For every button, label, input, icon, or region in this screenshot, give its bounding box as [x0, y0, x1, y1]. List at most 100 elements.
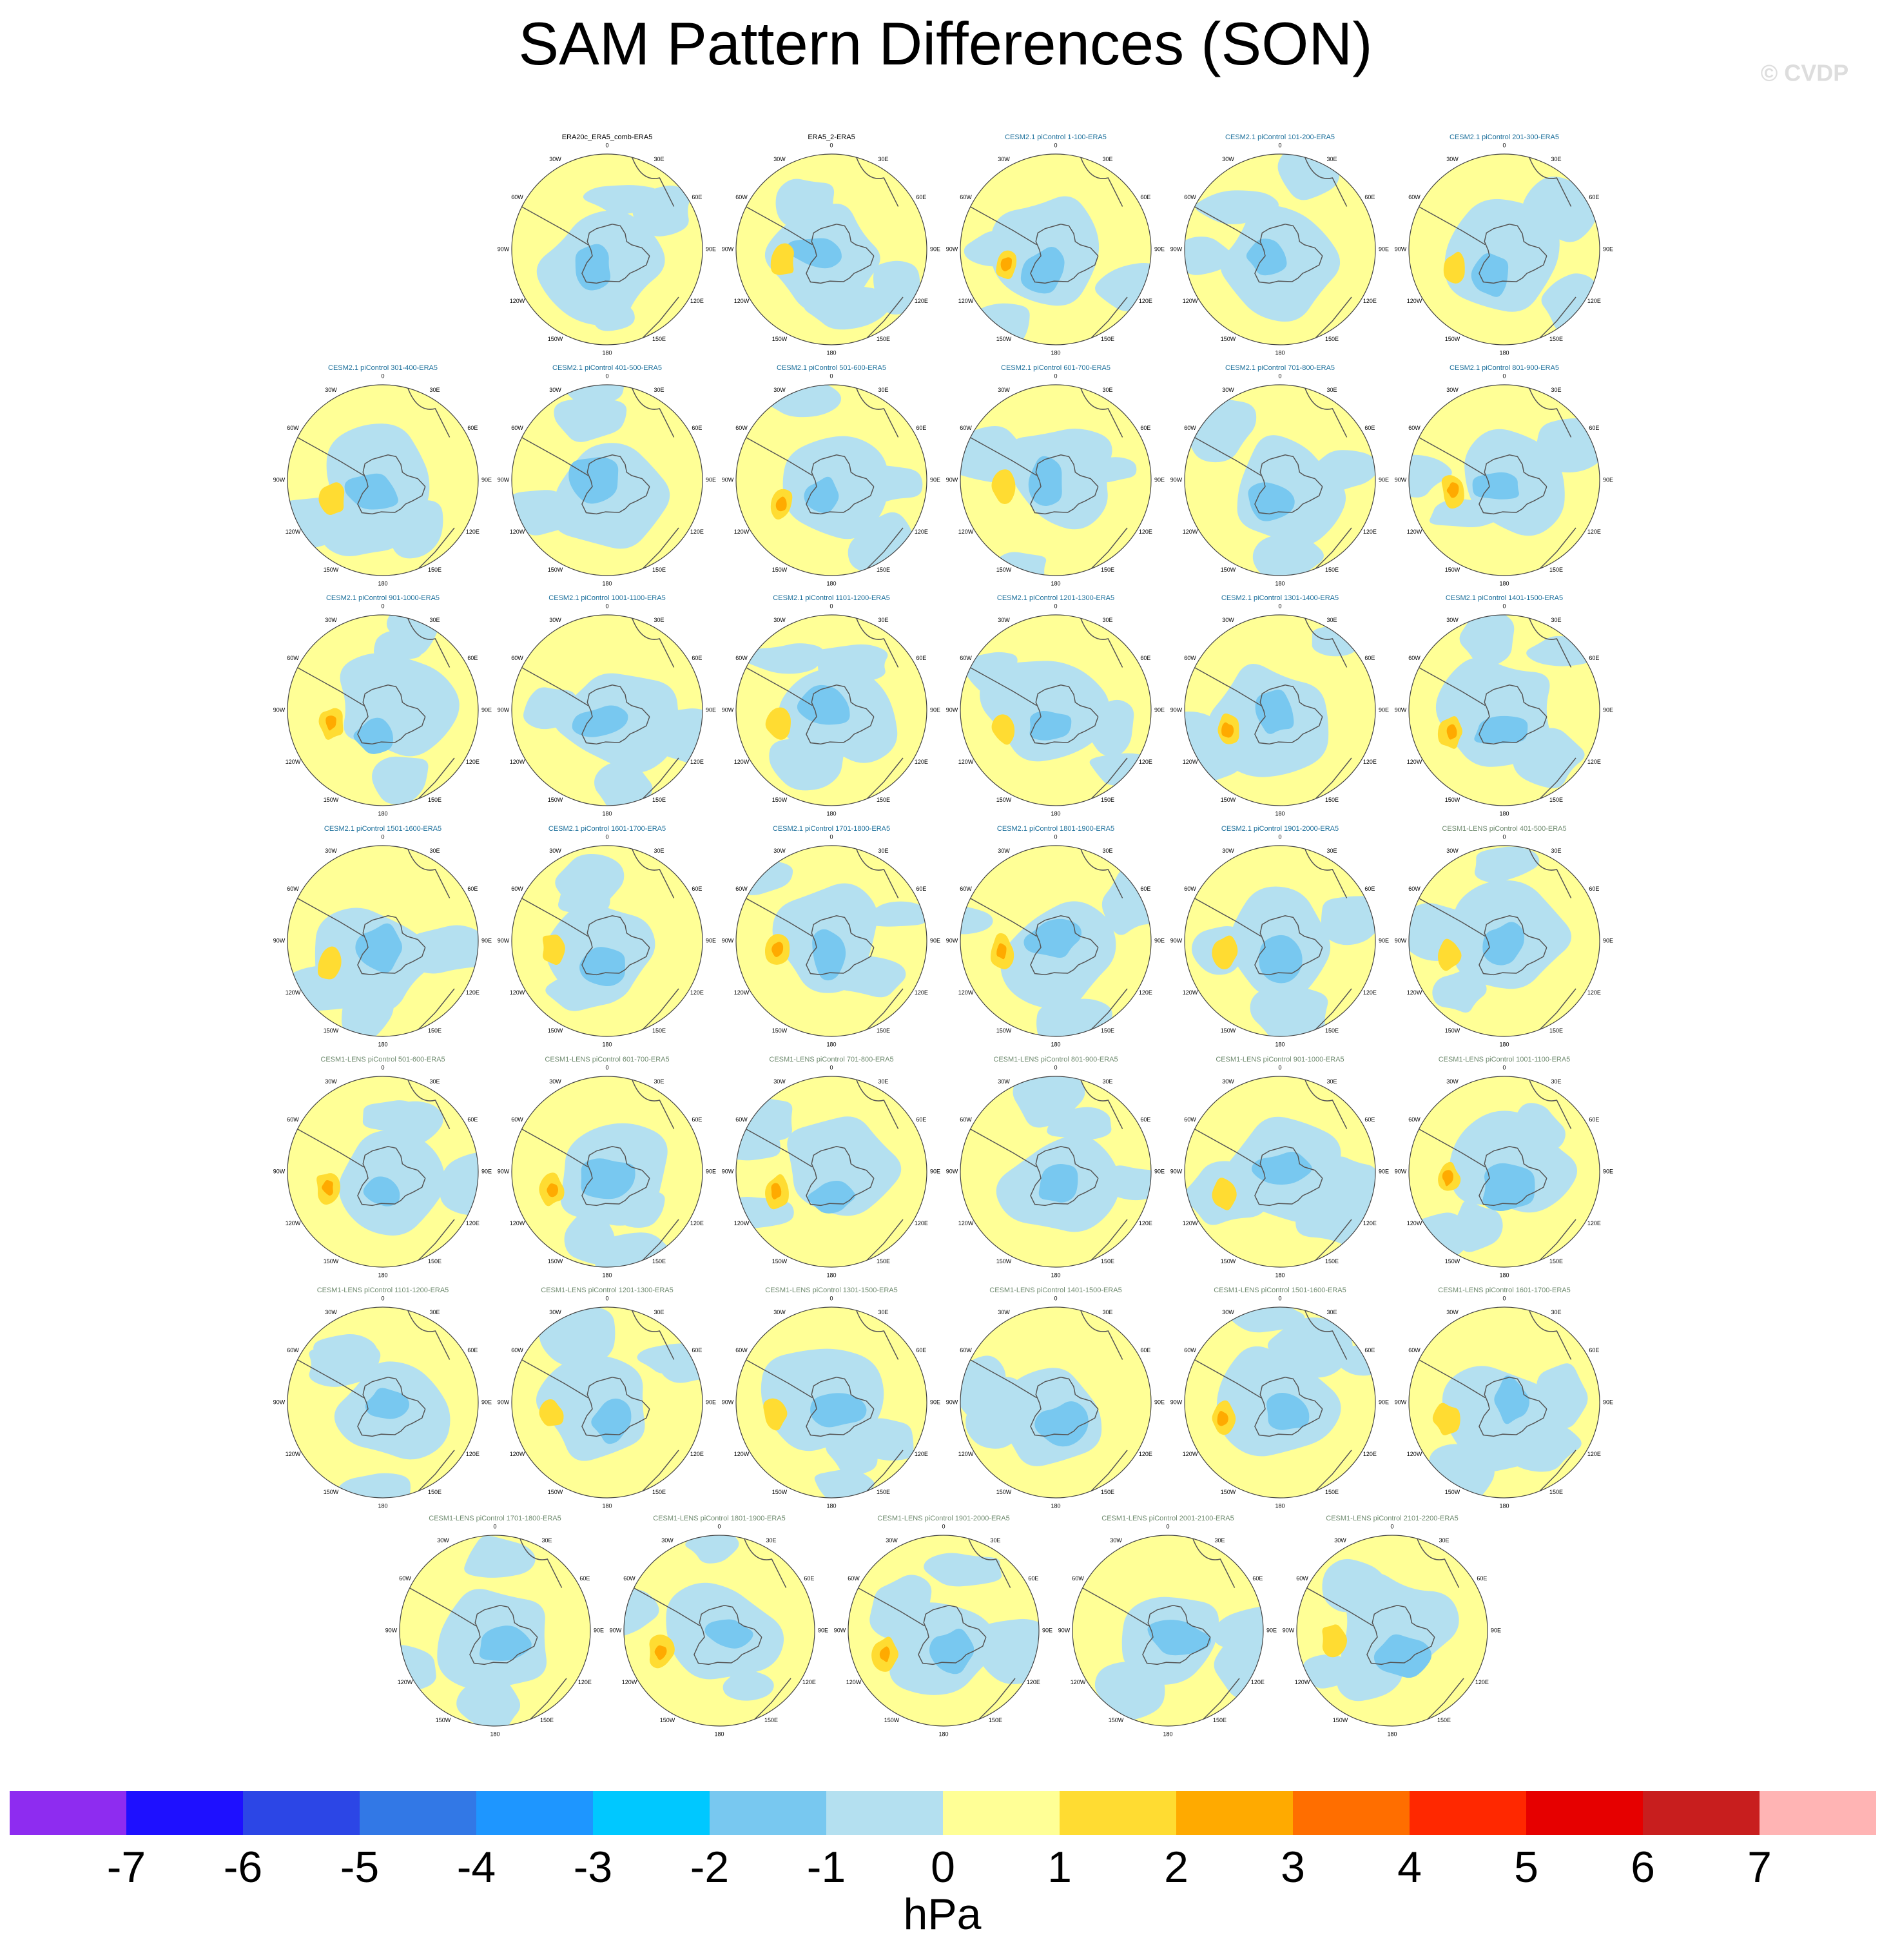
- longitude-label: 120W: [1183, 529, 1198, 535]
- panel-title: CESM1-LENS piControl 801-900-ERA5: [993, 1056, 1118, 1063]
- longitude-label: 90W: [273, 476, 286, 483]
- coastline: [855, 1076, 899, 1129]
- negative-anomaly: [1277, 154, 1343, 200]
- longitude-label: 30W: [1110, 1537, 1122, 1544]
- longitude-label: 90E: [930, 706, 940, 713]
- negative-anomaly-core: [810, 1393, 867, 1428]
- positive-anomaly: [317, 946, 342, 980]
- longitude-label: 120W: [958, 1451, 974, 1457]
- positive-anomaly: [1432, 1402, 1460, 1435]
- longitude-label: 90W: [498, 476, 510, 483]
- longitude-label: 150W: [548, 1027, 563, 1034]
- longitude-label: 0: [1054, 603, 1057, 609]
- longitude-label: 90W: [722, 1399, 734, 1405]
- longitude-label: 30W: [1222, 387, 1234, 393]
- longitude-label: 30W: [773, 617, 786, 623]
- longitude-label: 150E: [652, 1489, 666, 1495]
- longitude-label: 120E: [915, 529, 928, 535]
- coastline: [1089, 1450, 1128, 1494]
- longitude-label: 30E: [1439, 1537, 1449, 1544]
- longitude-label: 60W: [511, 655, 523, 661]
- longitude-label: 120W: [1407, 759, 1422, 765]
- longitude-label: 0: [1502, 142, 1506, 148]
- longitude-label: 90E: [1603, 246, 1613, 252]
- negative-anomaly: [743, 643, 824, 674]
- longitude-label: 0: [381, 603, 384, 609]
- longitude-label: 120E: [466, 989, 480, 996]
- negative-anomaly-core: [1474, 715, 1528, 744]
- longitude-label: 90E: [1603, 476, 1613, 483]
- longitude-label: 60E: [1028, 1575, 1038, 1582]
- coastline: [1415, 1535, 1460, 1588]
- longitude-label: 120W: [958, 1220, 974, 1227]
- coastline: [630, 1076, 675, 1129]
- longitude-label: 90E: [1154, 1168, 1165, 1174]
- positive-anomaly: [991, 714, 1015, 745]
- panel-title: CESM2.1 piControl 701-800-ERA5: [1225, 364, 1335, 372]
- longitude-label: 30E: [1326, 1078, 1337, 1085]
- map-border: [1408, 153, 1600, 345]
- longitude-label: 150W: [1445, 567, 1460, 573]
- longitude-label: 90E: [1154, 937, 1165, 944]
- longitude-label: 60E: [1140, 655, 1150, 661]
- map-border: [735, 384, 927, 576]
- coastline: [296, 436, 364, 476]
- longitude-label: 60E: [1589, 1347, 1599, 1354]
- longitude-label: 180: [826, 1272, 836, 1278]
- longitude-label: 60E: [1140, 194, 1150, 200]
- longitude-label: 60W: [1408, 1116, 1421, 1123]
- longitude-label: 150E: [1549, 1258, 1563, 1265]
- longitude-label: 30W: [1446, 617, 1459, 623]
- longitude-label: 30E: [1551, 156, 1561, 162]
- longitude-label: 90E: [594, 1627, 604, 1633]
- panel-title: CESM1-LENS piControl 1501-1600-ERA5: [1214, 1286, 1346, 1294]
- longitude-label: 180: [378, 1041, 387, 1047]
- coastline: [693, 1605, 762, 1665]
- longitude-label: 0: [829, 373, 833, 379]
- longitude-label: 60E: [692, 425, 702, 431]
- longitude-label: 30E: [1214, 1537, 1225, 1544]
- longitude-label: 30E: [654, 848, 664, 854]
- longitude-label: 150W: [1445, 1027, 1460, 1034]
- coastline: [640, 988, 679, 1033]
- longitude-label: 120E: [915, 759, 928, 765]
- coastline: [745, 1359, 813, 1399]
- negative-anomaly: [995, 552, 1047, 576]
- longitude-label: 0: [381, 833, 384, 840]
- colorbar-tick-label: -1: [807, 1843, 846, 1892]
- coastline: [521, 206, 588, 246]
- longitude-label: 120E: [1363, 1220, 1377, 1227]
- longitude-label: 30E: [429, 1078, 440, 1085]
- coastline: [1254, 1146, 1323, 1207]
- colorbar-box: [1526, 1791, 1643, 1835]
- coastline: [1313, 988, 1352, 1033]
- colorbar-tick-label: -7: [107, 1843, 146, 1892]
- coastline: [1030, 454, 1099, 515]
- longitude-label: 30W: [773, 156, 786, 162]
- longitude-label: 120E: [802, 1679, 816, 1685]
- longitude-label: 90E: [481, 476, 492, 483]
- longitude-label: 90E: [1603, 1399, 1613, 1405]
- longitude-label: 150E: [764, 1717, 778, 1723]
- map-border: [1184, 153, 1376, 345]
- longitude-label: 150W: [1221, 1489, 1236, 1495]
- longitude-label: 60W: [511, 886, 523, 892]
- negative-anomaly: [1429, 1444, 1495, 1498]
- coastline: [1191, 1535, 1236, 1588]
- coastline: [1194, 1128, 1261, 1168]
- longitude-label: 90W: [1395, 246, 1407, 252]
- longitude-label: 0: [1054, 833, 1057, 840]
- negative-anomaly-core: [353, 717, 393, 754]
- map-border: [1296, 1535, 1488, 1727]
- coastline: [1479, 224, 1547, 284]
- coastline: [630, 154, 675, 207]
- longitude-label: 180: [490, 1731, 499, 1737]
- longitude-label: 120E: [466, 759, 480, 765]
- longitude-label: 60W: [511, 1347, 523, 1354]
- longitude-label: 150E: [1101, 1489, 1114, 1495]
- longitude-label: 150W: [1221, 1027, 1236, 1034]
- coastline: [521, 1359, 588, 1399]
- longitude-label: 120W: [1183, 989, 1198, 996]
- longitude-label: 30E: [1326, 387, 1337, 393]
